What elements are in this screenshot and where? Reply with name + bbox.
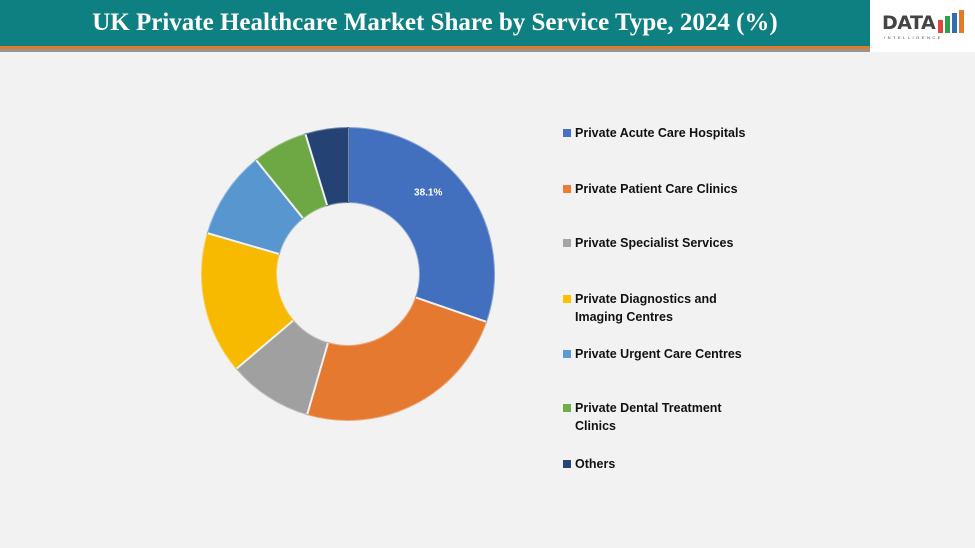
legend-swatch	[563, 239, 571, 247]
logo-text: DATA	[882, 12, 936, 34]
legend-label: Others	[575, 457, 616, 471]
legend-label: Private Diagnostics and	[575, 292, 717, 306]
legend-label: Private Dental Treatment	[575, 401, 722, 415]
donut-slice	[347, 126, 495, 323]
legend-item: Private Specialist Services	[563, 234, 763, 252]
legend-swatch	[563, 404, 571, 412]
chart-title: UK Private Healthcare Market Share by Se…	[92, 9, 778, 36]
legend-swatch	[563, 295, 571, 303]
slice-separator	[306, 342, 329, 415]
slice-separator	[207, 232, 280, 255]
legend-item: Private Diagnostics and Imaging Centres	[563, 290, 763, 326]
slice-separator	[415, 296, 487, 323]
header-accent-line	[0, 46, 870, 49]
legend-item: Private Patient Care Clinics	[563, 180, 763, 198]
logo-bars-icon	[938, 10, 964, 33]
legend-label: Clinics	[575, 419, 616, 433]
header-divider	[0, 49, 975, 52]
slice-separator	[304, 134, 329, 206]
logo-subtext: INTELLIGENCE	[884, 35, 943, 40]
slice-separator	[236, 319, 294, 370]
legend-label: Private Acute Care Hospitals	[575, 126, 746, 140]
logo: DATA INTELLIGENCE	[870, 0, 975, 52]
legend-swatch	[563, 185, 571, 193]
data-label: 38.1%	[414, 188, 442, 199]
legend-label: Private Urgent Care Centres	[575, 347, 742, 361]
legend-item: Others	[563, 455, 763, 473]
legend-label: Private Patient Care Clinics	[575, 182, 738, 196]
legend-label: Private Specialist Services	[575, 236, 734, 250]
legend-label: Imaging Centres	[575, 310, 673, 324]
legend-item: Private Acute Care Hospitals	[563, 124, 763, 142]
legend-swatch	[563, 460, 571, 468]
legend-swatch	[563, 129, 571, 137]
donut-slice	[306, 296, 488, 421]
slice-separator	[255, 159, 304, 219]
legend-item: Private Urgent Care Centres	[563, 345, 763, 363]
donut-slice	[304, 126, 349, 207]
legend-item: Private Dental Treatment Clinics	[563, 399, 763, 435]
header-bar	[0, 0, 870, 46]
legend-swatch	[563, 350, 571, 358]
